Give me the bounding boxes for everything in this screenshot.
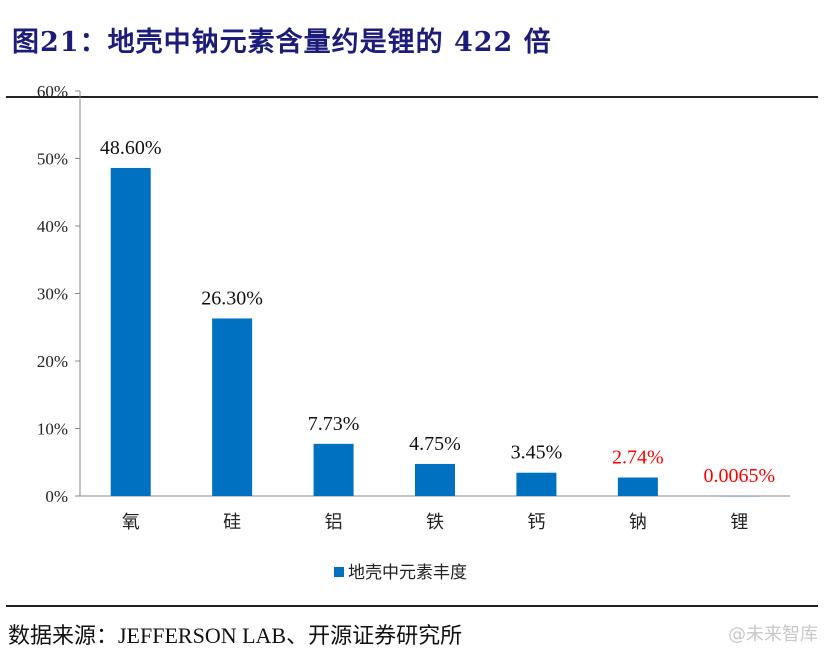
data-label: 48.60% [100,137,162,159]
x-tick-label: 铁 [426,512,444,533]
x-tick-label: 硅 [223,512,241,533]
bar-3 [415,463,455,496]
data-label: 3.45% [511,442,563,464]
title-divider [6,96,818,98]
y-tick-label: 40% [37,217,68,236]
y-tick-label: 30% [37,285,68,304]
data-label: 2.74% [612,447,664,469]
y-tick-label: 60% [37,82,68,101]
y-tick-label: 50% [37,150,68,169]
y-tick-label: 20% [37,352,68,371]
x-tick-label: 钙 [527,512,545,533]
bar-chart: 0% 10% 20% 30% 40% 50% 60% 48.60% 氧 26.30% 硅 7.73% 铝… [37,82,790,583]
bar-4 [516,472,557,496]
bar-1 [212,318,253,496]
data-label: 4.75% [409,433,461,455]
data-label: 0.0065% [703,465,775,487]
legend-label: 地壳中元素丰度 [348,563,467,583]
source-divider [6,605,818,607]
x-tick-label: 铝 [325,512,343,533]
bar-2 [313,443,354,496]
y-tick-label: 0% [45,487,68,506]
data-label: 7.73% [308,413,360,435]
source-note: 数据来源：JEFFERSON LAB、开源证券研究所 [8,623,463,648]
data-label: 26.30% [201,287,263,309]
x-tick-label: 氧 [122,512,140,533]
x-tick-label: 锂 [730,512,748,533]
legend-swatch [334,567,344,577]
y-tick-label: 10% [37,420,68,439]
x-tick-label: 钠 [629,512,647,533]
watermark: @未来智库 [728,624,818,645]
figure-title: 图21：地壳中钠元素含量约是锂的 422 倍 [12,27,552,58]
bar-0 [110,167,151,496]
bar-5 [617,477,658,496]
